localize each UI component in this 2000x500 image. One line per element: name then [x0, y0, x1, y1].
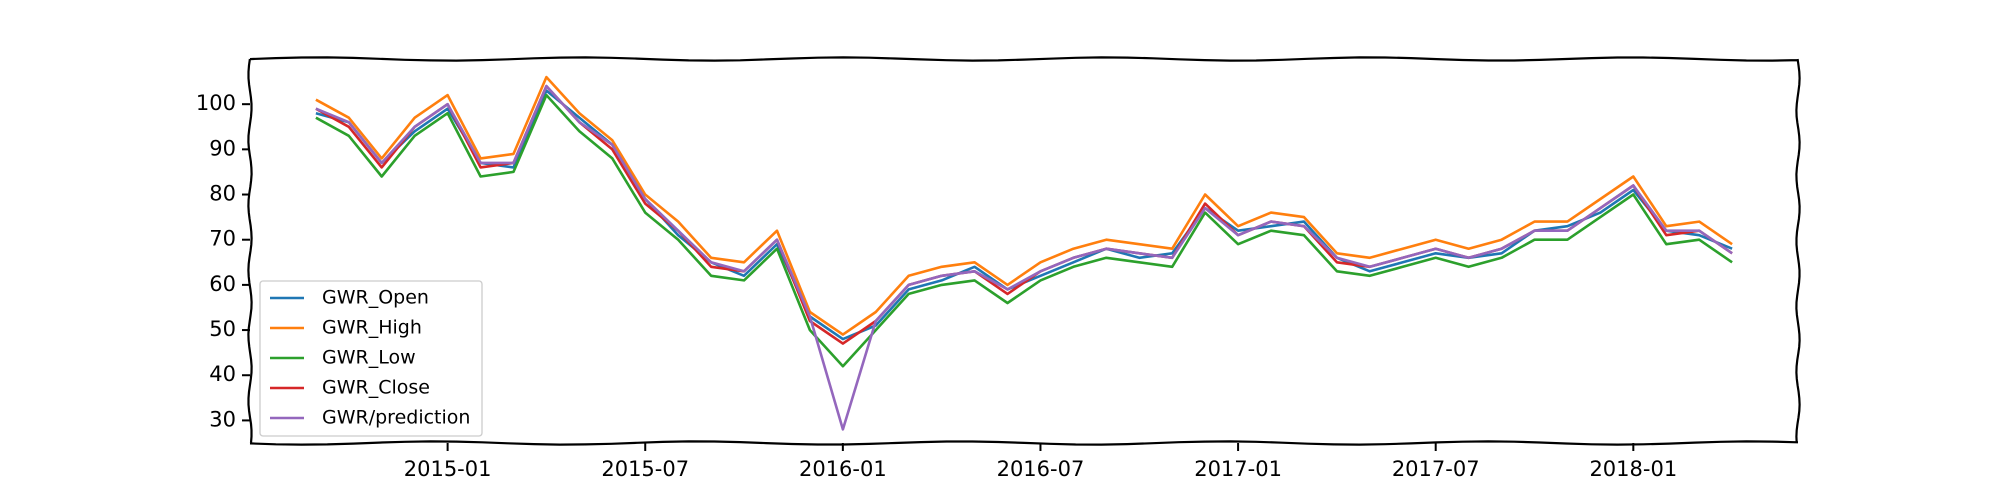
- series-line: [315, 84, 1733, 345]
- legend-label: GWR_Close: [322, 377, 430, 399]
- x-tick-label: 2018-01: [1589, 457, 1677, 481]
- x-tick-label: 2015-07: [601, 457, 689, 481]
- legend-label: GWR_High: [322, 317, 422, 339]
- y-tick-label: 90: [209, 136, 236, 160]
- y-tick-label: 100: [196, 91, 236, 115]
- y-tick-label: 30: [209, 407, 236, 431]
- y-tick-label: 80: [209, 182, 236, 206]
- y-tick-label: 70: [209, 227, 236, 251]
- x-tick-label: 2015-01: [404, 457, 492, 481]
- series-line: [315, 75, 1733, 336]
- x-tick-label: 2016-07: [997, 457, 1085, 481]
- series-line: [315, 84, 1733, 431]
- plot-frame: [247, 56, 1801, 446]
- series-line: [315, 93, 1733, 368]
- x-tick-label: 2017-07: [1392, 457, 1480, 481]
- legend-label: GWR_Open: [322, 287, 429, 309]
- legend-label: GWR_Low: [322, 347, 416, 369]
- legend-label: GWR/prediction: [322, 407, 470, 429]
- y-tick-label: 60: [209, 272, 236, 296]
- y-tick-label: 50: [209, 317, 236, 341]
- x-tick-label: 2017-01: [1194, 457, 1282, 481]
- y-tick-label: 40: [209, 362, 236, 386]
- x-tick-label: 2016-01: [799, 457, 887, 481]
- legend-box: [259, 280, 483, 437]
